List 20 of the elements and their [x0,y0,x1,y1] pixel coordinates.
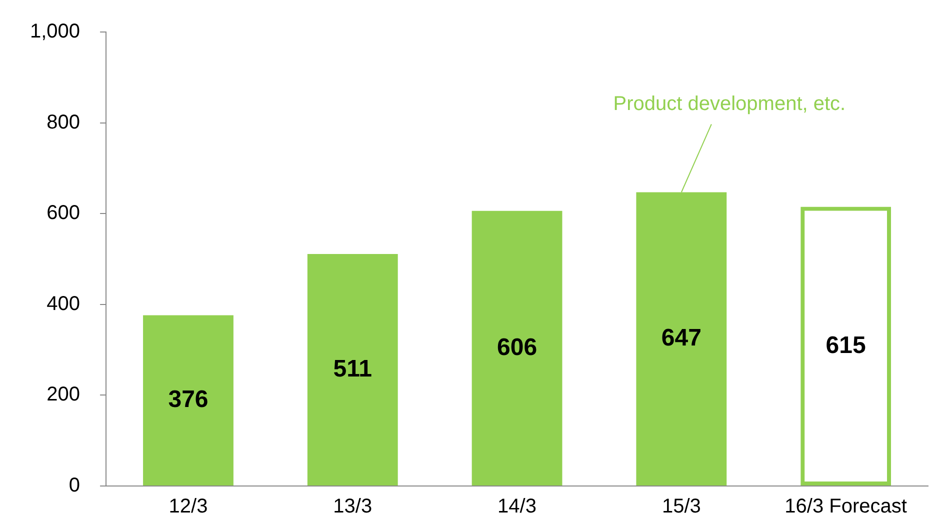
y-tick-label: 200 [46,384,80,406]
data-label: 511 [333,355,372,382]
y-tick-label: 1,000 [30,20,80,43]
annotation: Product development, etc. [613,92,846,115]
x-tick-label: 14/3 [498,496,536,518]
x-tick-label: 16/3 Forecast [784,496,908,518]
bar [472,210,562,486]
y-tick-label: 600 [46,202,80,224]
data-label: 615 [826,332,866,359]
data-label: 606 [497,334,538,361]
y-tick-label: 800 [46,111,80,134]
y-tick-label: 400 [46,292,80,315]
x-tick-label: 12/3 [168,496,208,518]
data-label: 647 [661,324,702,352]
x-tick-label: 13/3 [333,496,372,518]
data-label: 376 [168,386,208,414]
y-tick-label: 0 [68,474,80,497]
bar [143,315,234,486]
x-tick-label: 15/3 [662,496,701,518]
bar [307,254,398,486]
